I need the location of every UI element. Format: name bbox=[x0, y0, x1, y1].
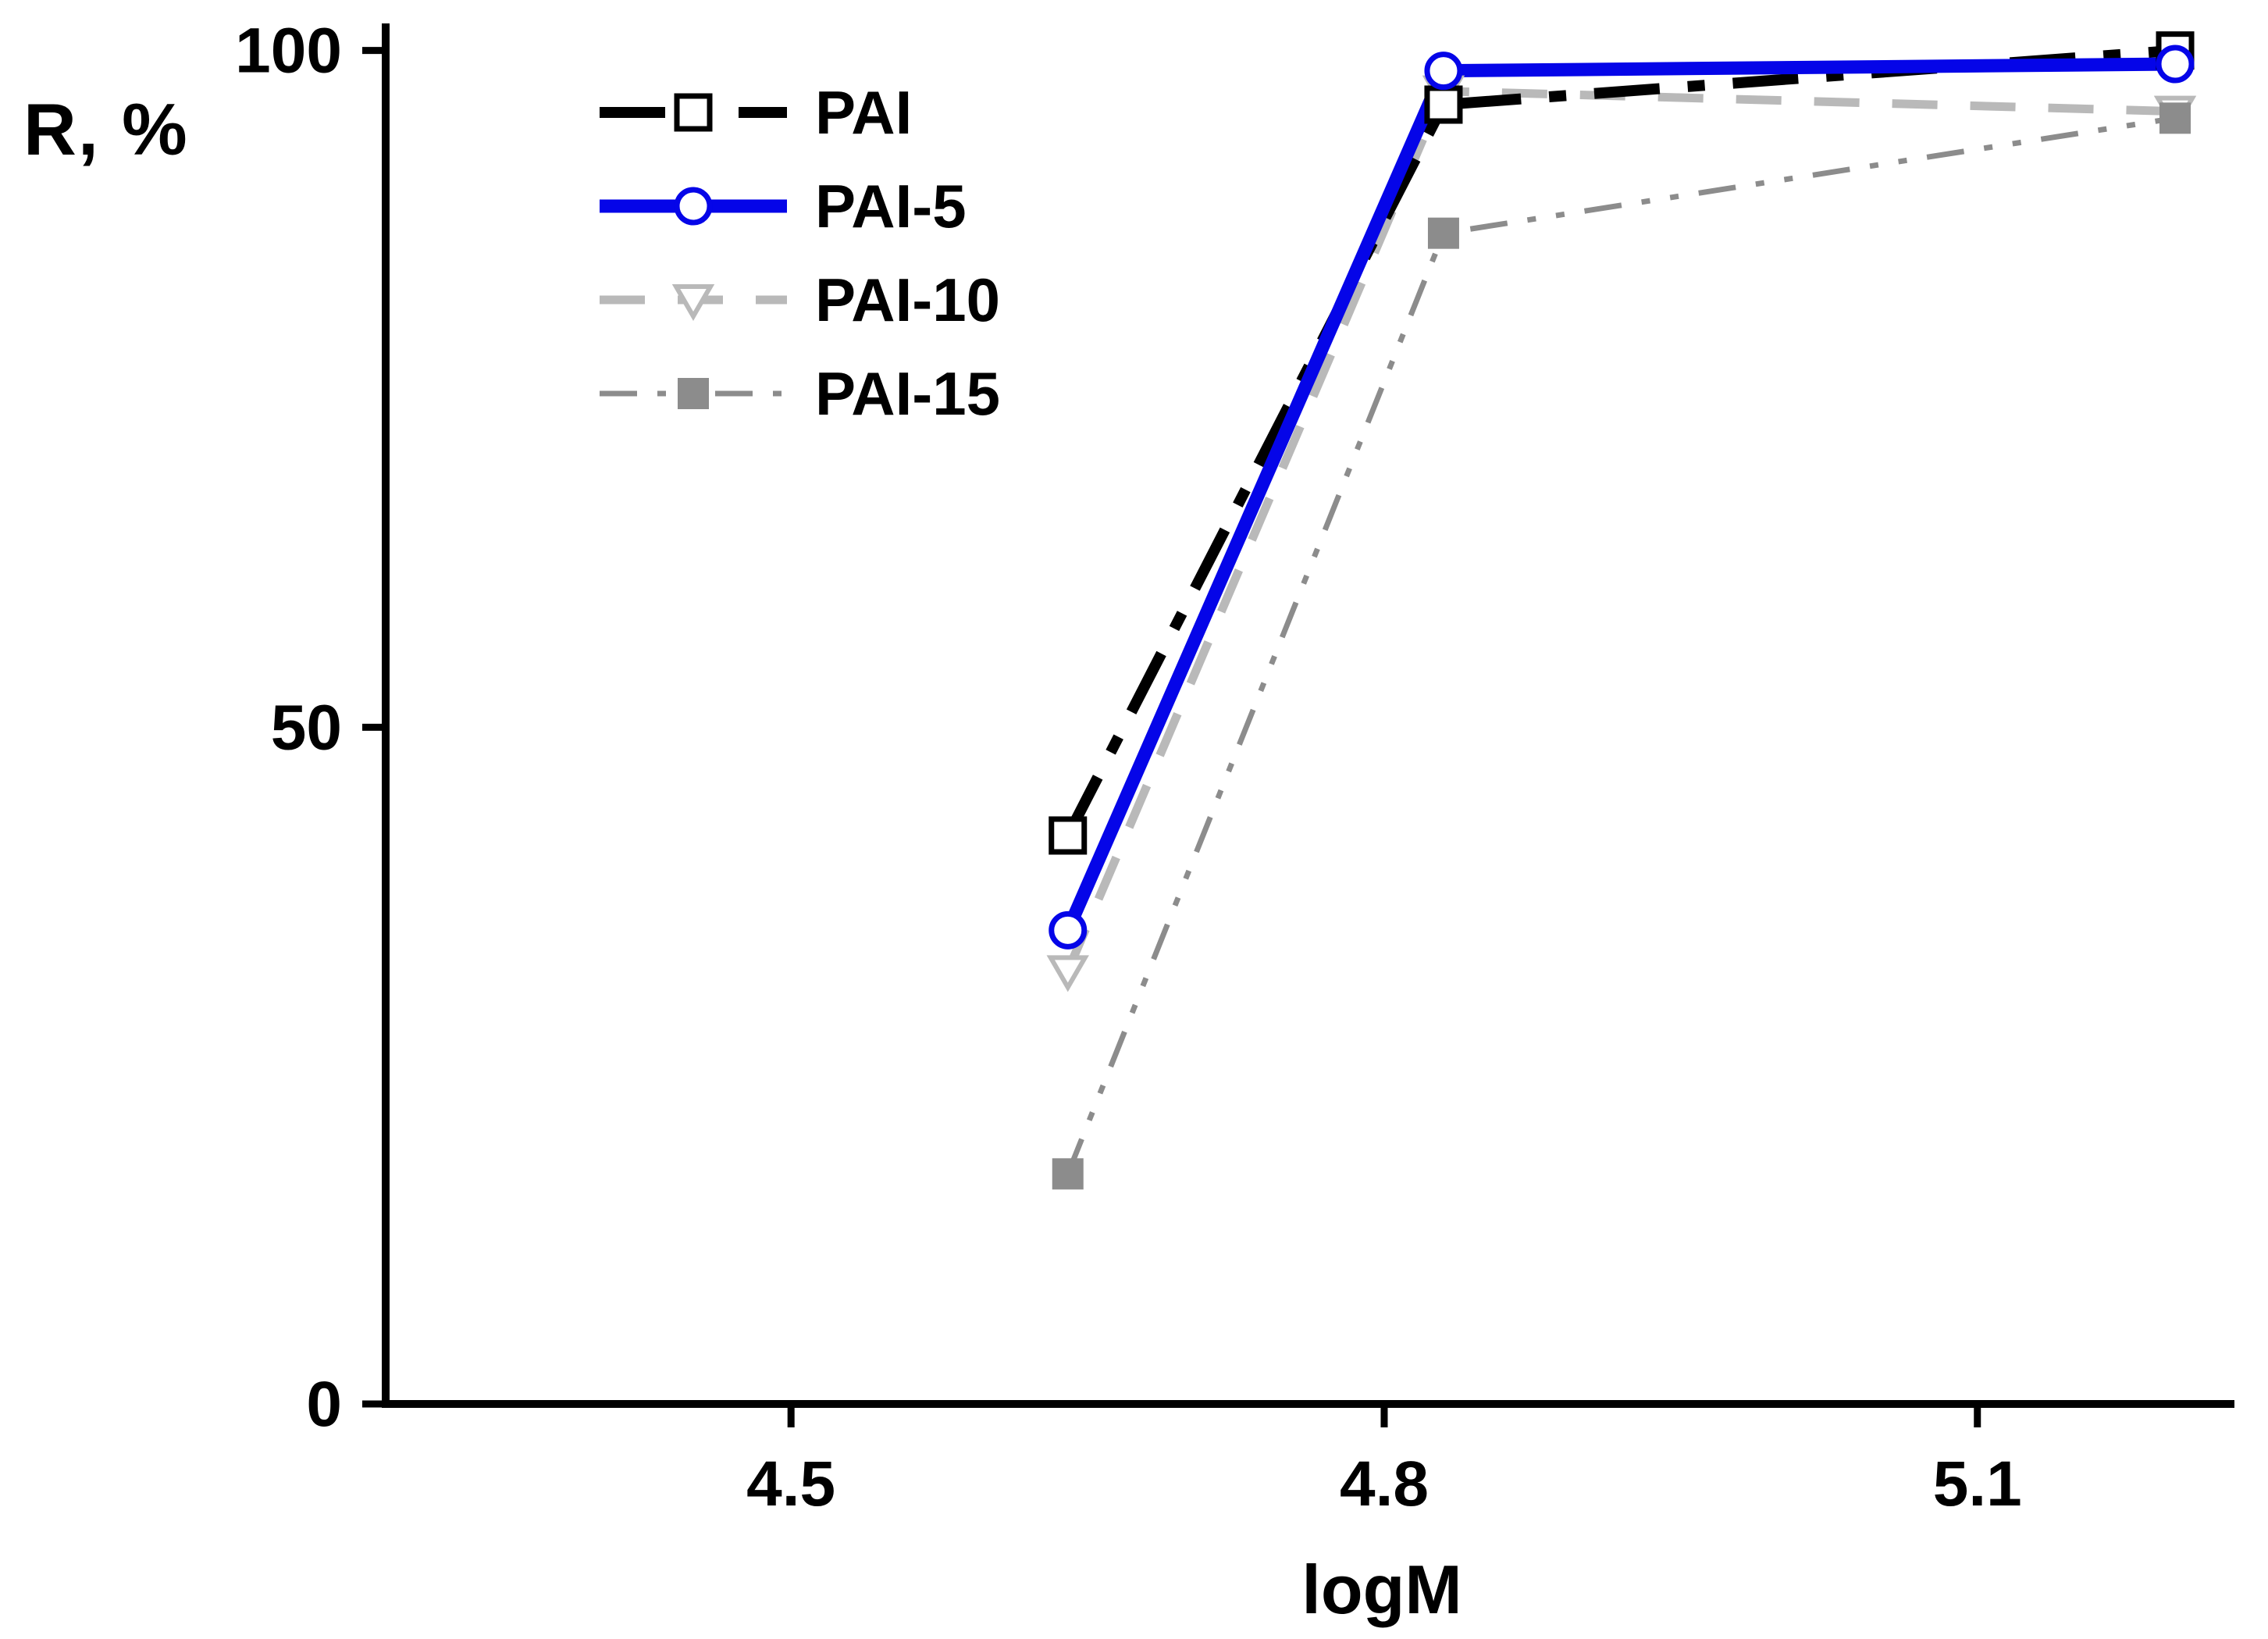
svg-text:5.1: 5.1 bbox=[1933, 1448, 2022, 1520]
legend-item-pai-15: PAI-15 bbox=[600, 347, 1000, 440]
svg-text:100: 100 bbox=[235, 16, 342, 87]
svg-text:50: 50 bbox=[271, 692, 342, 763]
legend-item-pai-10: PAI-10 bbox=[600, 253, 1000, 347]
legend-label-pai-5: PAI-5 bbox=[815, 171, 967, 241]
legend-line-sample-pai-5-icon bbox=[600, 187, 787, 226]
svg-text:4.5: 4.5 bbox=[746, 1448, 835, 1520]
legend: PAI PAI-5 PAI-10 PAI-15 bbox=[600, 66, 1000, 440]
legend-item-pai-5: PAI-5 bbox=[600, 159, 1000, 253]
legend-line-sample-pai-15-icon bbox=[600, 378, 787, 409]
legend-label-pai-15: PAI-15 bbox=[815, 358, 1000, 428]
legend-line-sample-pai-icon bbox=[600, 93, 787, 132]
legend-label-pai-10: PAI-10 bbox=[815, 265, 1000, 334]
legend-label-pai: PAI bbox=[815, 77, 913, 147]
y-axis-label: R, % bbox=[23, 88, 189, 170]
legend-item-pai: PAI bbox=[600, 66, 1000, 159]
svg-text:4.8: 4.8 bbox=[1340, 1448, 1429, 1520]
legend-line-sample-pai-10-icon bbox=[600, 284, 787, 321]
svg-text:0: 0 bbox=[306, 1369, 342, 1440]
x-axis-label: logM bbox=[1301, 1551, 1462, 1628]
